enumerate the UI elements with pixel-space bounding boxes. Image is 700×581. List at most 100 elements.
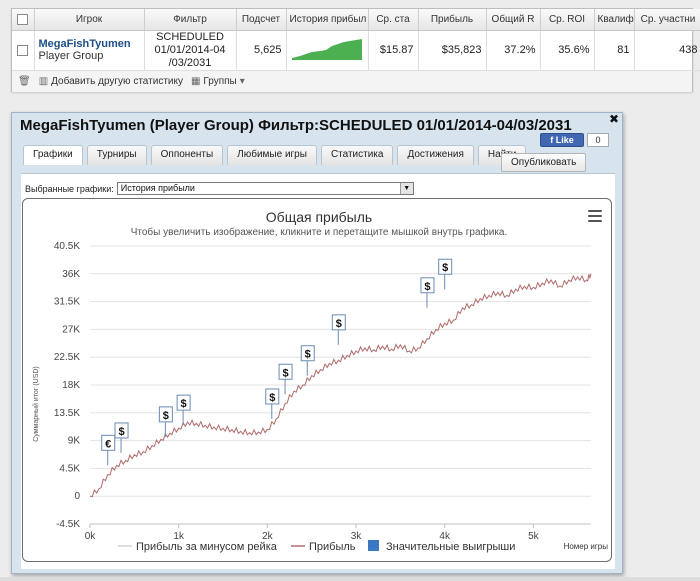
select-all-header[interactable] — [12, 9, 35, 31]
x-tick-label: 5k — [528, 531, 540, 542]
y-tick-label: 0 — [74, 491, 80, 502]
close-icon[interactable]: ✖ — [608, 112, 620, 126]
chart-subtitle: Чтобы увеличить изображение, кликните и … — [131, 226, 508, 238]
graph-select-value: История прибыли — [120, 183, 195, 193]
select-all-checkbox[interactable] — [17, 13, 29, 25]
y-tick-label: 27K — [62, 324, 80, 335]
event-flag — [278, 363, 293, 380]
series-layer — [89, 273, 592, 498]
event-flag — [114, 422, 129, 439]
event-flag — [420, 277, 435, 294]
y-tick-label: 18K — [62, 380, 80, 391]
event-flag — [176, 394, 191, 411]
row-checkbox[interactable] — [17, 44, 29, 56]
x-tick-label: 4k — [439, 531, 451, 542]
column-header[interactable]: Ср. участни — [634, 9, 700, 31]
profit-history-cell[interactable] — [286, 30, 369, 71]
event-flag-label: € — [105, 438, 111, 450]
event-flag-label: $ — [424, 281, 430, 293]
event-flag-label: $ — [269, 392, 275, 404]
column-header[interactable]: Общий R — [486, 9, 541, 31]
player-popup: MegaFishTyumen (Player Group) Фильтр:SCH… — [11, 112, 623, 574]
player-type-label: Player Group — [38, 50, 104, 62]
profit-cell: $35,823 — [418, 30, 487, 71]
row-select-cell[interactable] — [12, 30, 35, 71]
column-header[interactable]: Ср. ста — [368, 9, 419, 31]
graph-select[interactable]: История прибыли ▼ — [116, 182, 414, 195]
trash-icon: 🗑 — [18, 75, 31, 87]
tab-tournaments[interactable]: Турниры — [86, 145, 147, 165]
chart-menu-icon[interactable] — [588, 210, 602, 222]
x-tick-label: 1k — [173, 531, 185, 542]
y-tick-label: 13.5K — [54, 408, 80, 419]
avg-entrants-cell: 438 — [634, 30, 700, 71]
publish-button[interactable]: Опубликовать — [501, 153, 587, 172]
x-tick-label: 2k — [262, 531, 274, 542]
event-flag-label: $ — [283, 367, 289, 379]
chevron-down-icon: ▼ — [399, 183, 413, 194]
facebook-like-button[interactable]: f Like — [540, 133, 584, 147]
x-tick-label: 3k — [351, 531, 363, 542]
chart-legend: Прибыль за минусом рейка Прибыль Значитель… — [118, 540, 515, 553]
graphs-panel: Выбранные графики: История прибыли ▼ Общ… — [21, 173, 615, 569]
column-header[interactable]: Фильтр — [144, 9, 237, 31]
event-flag-label: $ — [442, 262, 448, 274]
y-tick-label: 9K — [68, 436, 81, 447]
event-flag-label: $ — [305, 349, 311, 361]
profit-series-line — [89, 273, 592, 498]
event-flag-label: $ — [336, 318, 342, 330]
add-stat-button[interactable]: ▥ Добавить другую статистику — [39, 76, 183, 87]
table-header-row: Игрок Фильтр Подсчет История прибыл Ср. … — [12, 9, 700, 31]
popup-title: MegaFishTyumen (Player Group) Фильтр:SCH… — [20, 117, 572, 134]
graph-select-label: Выбранные графики: — [25, 183, 114, 194]
column-header[interactable]: Игрок — [34, 9, 145, 31]
y-axis-label: Суммарный итог (USD) — [32, 366, 40, 442]
tab-graphs[interactable]: Графики — [23, 145, 83, 165]
groups-button[interactable]: ▦ Группы ▾ — [191, 76, 245, 87]
chevron-down-icon: ▾ — [239, 75, 245, 87]
avg-roi-cell: 35.6% — [540, 30, 595, 71]
player-cell: MegaFishTyumen Player Group — [34, 30, 145, 71]
legend-label: Прибыль за минусом рейка — [136, 541, 278, 553]
event-flag — [331, 314, 346, 331]
stats-table: Игрок Фильтр Подсчет История прибыл Ср. … — [12, 9, 700, 71]
count-cell: 5,625 — [236, 30, 287, 71]
legend-swatch — [368, 540, 379, 551]
chart-svg: Общая прибыль Чтобы увеличить изображени… — [32, 209, 609, 553]
graph-select-row: Выбранные графики: История прибыли ▼ — [25, 182, 414, 195]
x-tick-label: 0k — [85, 531, 97, 542]
profit-chart[interactable]: Общая прибыль Чтобы увеличить изображени… — [22, 198, 612, 562]
groups-icon: ▦ — [190, 75, 201, 87]
event-flag — [265, 388, 280, 405]
column-header[interactable]: Квалиф — [594, 9, 635, 31]
stats-footer: 🗑 ▥ Добавить другую статистику ▦ Группы … — [12, 70, 692, 92]
groups-label: Группы — [203, 75, 237, 87]
event-flag-label: $ — [163, 410, 169, 422]
column-header[interactable]: Прибыль — [418, 9, 487, 31]
like-count: 0 — [587, 133, 609, 147]
event-flag — [101, 434, 116, 451]
y-tick-label: 22.5K — [54, 352, 80, 363]
popup-tabs: Графики Турниры Оппоненты Любимые игры С… — [23, 145, 527, 165]
total-roi-cell: 37.2% — [486, 30, 541, 71]
page-bottom-bar — [0, 577, 700, 581]
column-header[interactable]: Ср. ROI — [540, 9, 595, 31]
table-row: MegaFishTyumen Player Group SCHEDULED 01… — [12, 30, 700, 71]
column-header[interactable]: Подсчет — [236, 9, 287, 31]
tab-favorite-games[interactable]: Любимые игры — [227, 145, 317, 165]
stats-panel: Игрок Фильтр Подсчет История прибыл Ср. … — [11, 8, 700, 92]
x-axis-label: Номер игры — [564, 542, 609, 551]
tab-opponents[interactable]: Оппоненты — [150, 145, 224, 165]
filter-cell: SCHEDULED 01/01/2014-04 /03/2031 — [144, 30, 237, 71]
tab-statistics[interactable]: Статистика — [320, 145, 394, 165]
column-header[interactable]: История прибыл — [286, 9, 369, 31]
grid-layer — [90, 245, 591, 525]
event-flag-label: $ — [181, 398, 187, 410]
event-flag — [158, 406, 173, 423]
tab-achievements[interactable]: Достижения — [397, 145, 474, 165]
add-stat-label: Добавить другую статистику — [51, 75, 183, 87]
profit-sparkline — [292, 38, 362, 60]
player-name-link[interactable]: MegaFishTyumen — [38, 38, 131, 50]
delete-button[interactable]: 🗑 — [18, 76, 31, 87]
y-tick-label: 31.5K — [54, 297, 80, 308]
